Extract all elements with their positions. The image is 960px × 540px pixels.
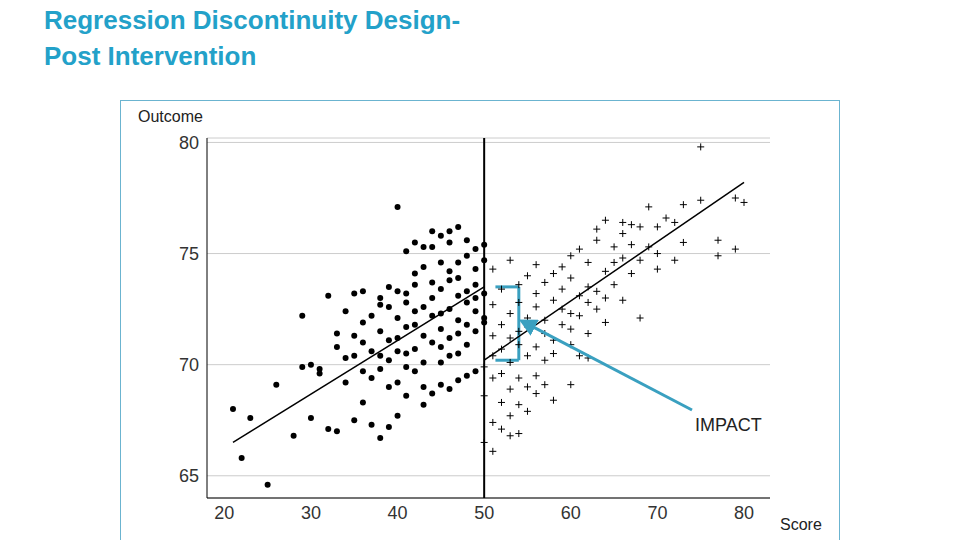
svg-text:50: 50 — [474, 503, 494, 523]
svg-text:65: 65 — [179, 466, 199, 486]
html-text:Regression Discontinuity Desig: Regression Discontinuity Design-Post Int… — [44, 5, 461, 71]
svg-text:75: 75 — [179, 244, 199, 264]
svg-text:60: 60 — [561, 503, 581, 523]
html-text:Score: Score — [780, 516, 822, 533]
svg-text:20: 20 — [214, 503, 234, 523]
html-text:Outcome: Outcome — [138, 108, 203, 125]
svg-text:80: 80 — [734, 503, 754, 523]
svg-text:40: 40 — [388, 503, 408, 523]
svg-text:70: 70 — [647, 503, 667, 523]
svg-text:30: 30 — [301, 503, 321, 523]
svg-text:70: 70 — [179, 355, 199, 375]
svg-text:IMPACT: IMPACT — [695, 415, 762, 435]
svg-text:80: 80 — [179, 133, 199, 153]
